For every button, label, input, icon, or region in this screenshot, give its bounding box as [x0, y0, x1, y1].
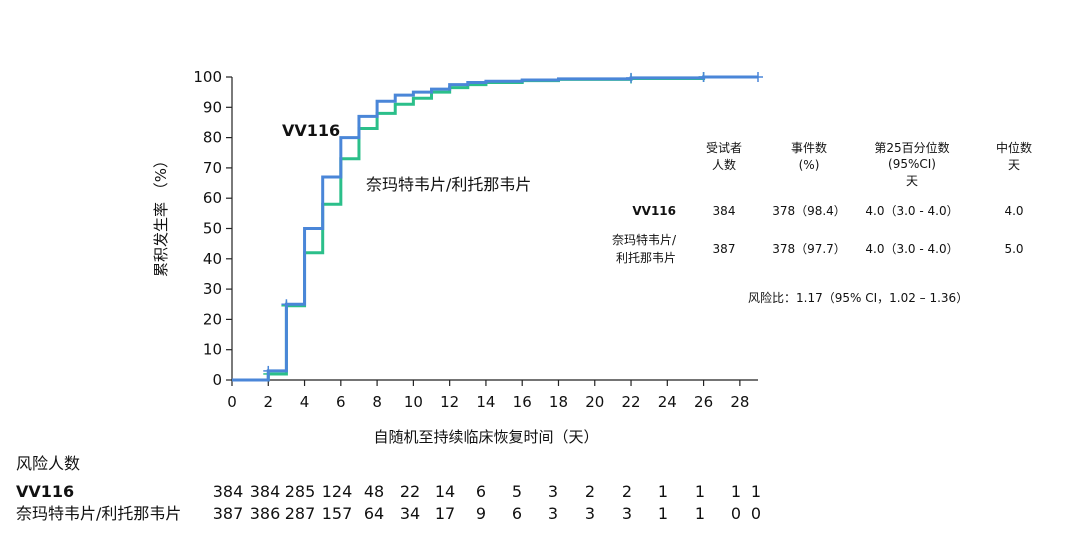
risk-value-vv116: 2 [622, 482, 632, 501]
risk-value-comparator: 3 [585, 504, 595, 523]
stats-header-median-l1: 中位数 [996, 140, 1032, 155]
stats-header-median-l2: 天 [1008, 158, 1020, 172]
stats-row-vv116-n: 384 [713, 204, 736, 218]
risk-value-vv116: 1 [751, 482, 761, 501]
y-tick-label: 30 [203, 280, 222, 298]
x-tick-label: 14 [476, 393, 495, 411]
y-tick-label: 90 [203, 98, 222, 116]
risk-row-comparator-label: 奈玛特韦片/利托那韦片 [16, 504, 181, 523]
y-axis-ticks: 0 10 20 30 40 50 60 70 80 90 100 [193, 68, 232, 389]
risk-value-comparator: 387 [213, 504, 244, 523]
x-tick-label: 28 [730, 393, 749, 411]
stats-header-events-l1: 事件数 [791, 140, 827, 155]
stats-header-events-l2: (%) [799, 158, 820, 172]
stats-row-comparator-p25: 4.0（3.0 - 4.0） [865, 242, 958, 256]
y-tick-label: 50 [203, 220, 222, 238]
risk-value-vv116: 3 [548, 482, 558, 501]
x-tick-label: 12 [440, 393, 459, 411]
x-tick-label: 6 [336, 393, 346, 411]
risk-value-vv116: 1 [731, 482, 741, 501]
y-tick-label: 0 [212, 371, 222, 389]
risk-value-vv116: 1 [658, 482, 668, 501]
risk-value-comparator: 386 [250, 504, 281, 523]
series-line-vv116 [232, 75, 758, 382]
risk-value-comparator: 3 [548, 504, 558, 523]
y-tick-label: 60 [203, 189, 222, 207]
risk-value-comparator: 9 [476, 504, 486, 523]
risk-value-vv116: 6 [476, 482, 486, 501]
y-tick-label: 20 [203, 310, 222, 328]
comparator-annotation: 奈玛特韦片/利托那韦片 [366, 175, 531, 194]
x-tick-label: 8 [372, 393, 382, 411]
risk-value-vv116: 48 [364, 482, 384, 501]
risk-table: 风险人数 VV116 奈玛特韦片/利托那韦片 384 384 285 124 48 22 1… [16, 454, 761, 523]
vv116-annotation: VV116 [282, 121, 340, 140]
x-tick-label: 4 [300, 393, 310, 411]
series-layer [232, 72, 763, 382]
risk-value-comparator: 157 [322, 504, 353, 523]
x-tick-label: 2 [264, 393, 274, 411]
risk-value-comparator: 64 [364, 504, 384, 523]
stats-row-comparator-n: 387 [713, 242, 736, 256]
x-tick-label: 24 [658, 393, 677, 411]
risk-value-comparator: 0 [731, 504, 741, 523]
risk-value-vv116: 124 [322, 482, 353, 501]
x-axis-ticks: 0 2 4 6 8 10 12 14 16 18 20 22 24 26 28 [227, 380, 749, 411]
stats-table: 受试者 人数 事件数 (%) 第25百分位数 (95%CI) 天 中位数 天 V… [612, 140, 1032, 305]
stats-row-vv116-p25: 4.0（3.0 - 4.0） [865, 204, 958, 218]
stats-header-p25-l1: 第25百分位数 [874, 140, 949, 155]
x-tick-label: 18 [549, 393, 568, 411]
stats-header-p25-l3: 天 [906, 174, 918, 188]
y-tick-label: 40 [203, 250, 222, 268]
risk-value-vv116: 14 [435, 482, 455, 501]
stats-header-subjects-l1: 受试者 [706, 140, 742, 155]
risk-value-vv116: 285 [285, 482, 316, 501]
stats-row-comparator-label-l2: 利托那韦片 [616, 251, 676, 265]
x-tick-label: 16 [513, 393, 532, 411]
stats-row-vv116-label: VV116 [632, 204, 676, 218]
risk-value-vv116: 384 [213, 482, 244, 501]
risk-value-comparator: 287 [285, 504, 316, 523]
x-tick-label: 26 [694, 393, 713, 411]
risk-value-comparator: 1 [695, 504, 705, 523]
risk-value-vv116: 1 [695, 482, 705, 501]
risk-value-vv116: 22 [400, 482, 420, 501]
stats-header-subjects-l2: 人数 [712, 157, 736, 172]
x-tick-label: 20 [585, 393, 604, 411]
risk-row-vv116-label: VV116 [16, 482, 74, 501]
risk-value-comparator: 3 [622, 504, 632, 523]
stats-row-comparator-median: 5.0 [1004, 242, 1023, 256]
risk-value-comparator: 34 [400, 504, 420, 523]
stats-header-p25-l2: (95%CI) [888, 157, 936, 171]
y-axis-label: 累积发生率 （%） [152, 153, 170, 277]
risk-value-vv116: 5 [512, 482, 522, 501]
x-axis-label: 自随机至持续临床恢复时间（天） [373, 428, 598, 446]
risk-value-vv116: 2 [585, 482, 595, 501]
risk-value-comparator: 17 [435, 504, 455, 523]
y-tick-label: 100 [193, 68, 222, 86]
x-tick-label: 0 [227, 393, 237, 411]
risk-table-title: 风险人数 [16, 454, 80, 473]
x-tick-label: 10 [404, 393, 423, 411]
hazard-ratio: 风险比：1.17（95% CI，1.02 – 1.36） [748, 290, 968, 305]
y-tick-label: 10 [203, 341, 222, 359]
stats-row-vv116-events: 378（98.4） [772, 204, 846, 218]
risk-value-comparator: 1 [658, 504, 668, 523]
stats-row-comparator-events: 378（97.7） [772, 242, 846, 256]
x-tick-label: 22 [621, 393, 640, 411]
risk-value-comparator: 0 [751, 504, 761, 523]
stats-row-vv116-median: 4.0 [1004, 204, 1023, 218]
y-tick-label: 70 [203, 159, 222, 177]
risk-value-vv116: 384 [250, 482, 281, 501]
risk-value-comparator: 6 [512, 504, 522, 523]
y-tick-label: 80 [203, 129, 222, 147]
stats-row-comparator-label-l1: 奈玛特韦片/ [612, 232, 677, 247]
